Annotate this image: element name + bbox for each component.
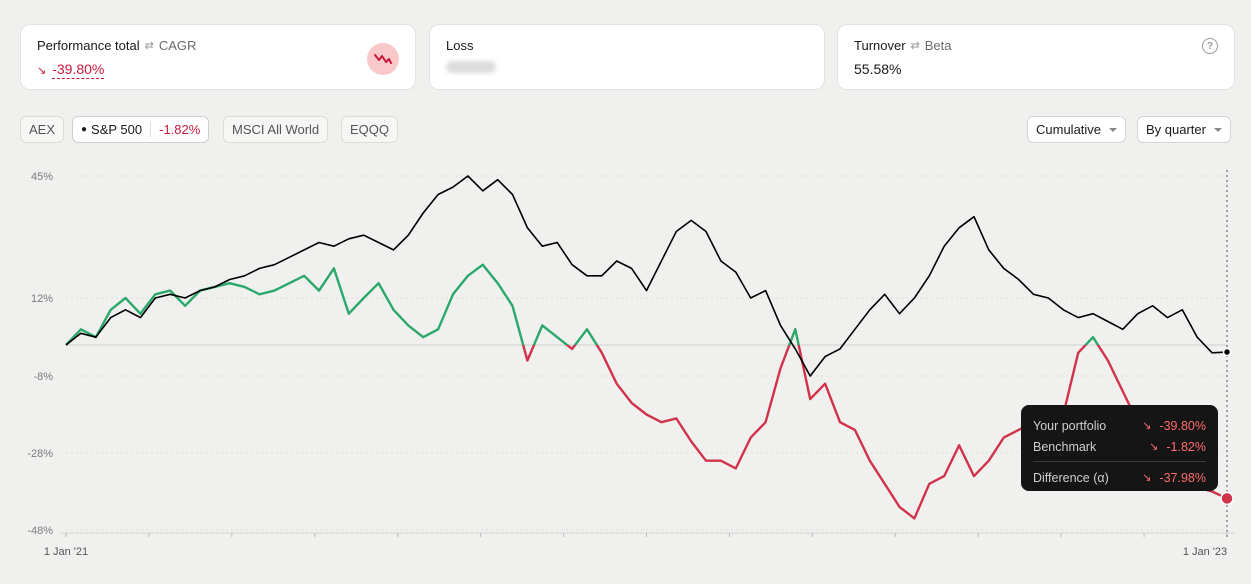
y-tick-label: -8% [33, 371, 53, 383]
tooltip-row-portfolio: Your portfolio ↘ -39.80% [1033, 415, 1206, 436]
turnover-value-row: 55.58% [854, 61, 1218, 77]
tooltip-label: Your portfolio [1033, 418, 1107, 433]
y-tick-label: 12% [31, 293, 53, 305]
chart-tooltip: Your portfolio ↘ -39.80% Benchmark ↘ -1.82… [1021, 405, 1218, 491]
y-tick-label: 45% [31, 171, 53, 183]
performance-value: -39.80% [52, 61, 105, 79]
benchmark-label: EQQQ [350, 122, 390, 137]
performance-title-row: Performance total ⇄ CAGR [37, 38, 399, 53]
down-arrow-icon: ↘ [1142, 420, 1152, 432]
period-dropdown-value: By quarter [1146, 122, 1206, 137]
swap-icon[interactable]: ⇄ [144, 40, 154, 52]
benchmark-label: MSCI All World [232, 122, 320, 137]
tooltip-divider [1033, 461, 1206, 462]
tooltip-row-difference: Difference (α) ↘ -37.98% [1033, 467, 1206, 488]
down-arrow-icon: ↘ [1142, 472, 1152, 484]
performance-alt-metric[interactable]: CAGR [158, 38, 197, 53]
active-dot-icon: ● [81, 124, 88, 135]
period-dropdown[interactable]: By quarter [1137, 116, 1231, 143]
swap-icon[interactable]: ⇄ [910, 40, 920, 52]
benchmark-chip-aex[interactable]: AEX [20, 116, 65, 143]
down-arrow-icon: ↘ [1149, 441, 1159, 453]
benchmark-end-marker [1222, 347, 1232, 357]
benchmark-label: AEX [29, 122, 56, 137]
benchmark-chip-eqqq[interactable]: EQQQ [341, 116, 399, 143]
series-line-benchmark [65, 175, 1228, 377]
turnover-value: 55.58% [854, 61, 902, 77]
y-tick-label: -28% [27, 448, 53, 460]
loss-value-blurred [446, 61, 496, 73]
x-tick-label-start: 1 Jan '21 [44, 546, 88, 558]
help-icon[interactable]: ? [1202, 38, 1218, 54]
loss-title-row: Loss [446, 38, 808, 53]
loss-value-row [446, 61, 808, 73]
benchmark-value: -1.82% [159, 122, 201, 137]
chevron-down-icon [1213, 127, 1222, 132]
turnover-card[interactable]: Turnover ⇄ Beta 55.58% ? [837, 24, 1235, 90]
mode-dropdown[interactable]: Cumulative [1027, 116, 1127, 143]
performance-title: Performance total [37, 38, 140, 53]
benchmark-chip-msci[interactable]: MSCI All World [223, 116, 329, 143]
loss-card[interactable]: Loss [429, 24, 825, 90]
chip-divider [150, 122, 152, 137]
x-tick-label-end: 1 Jan '23 [1183, 546, 1227, 558]
benchmark-label: S&P 500 [91, 122, 143, 137]
performance-card[interactable]: Performance total ⇄ CAGR ↘ -39.80% [20, 24, 416, 90]
mode-dropdown-value: Cumulative [1036, 122, 1102, 137]
tooltip-value: -1.82% [1166, 439, 1206, 454]
tooltip-value: -37.98% [1159, 470, 1206, 485]
portfolio-end-marker [1220, 491, 1234, 506]
turnover-title-row: Turnover ⇄ Beta [854, 38, 1218, 53]
tooltip-label: Benchmark [1033, 439, 1097, 454]
down-arrow-icon: ↘ [37, 64, 47, 77]
tooltip-label: Difference (α) [1033, 470, 1109, 485]
benchmark-chip-sp500[interactable]: ● S&P 500 -1.82% [72, 116, 210, 143]
chevron-down-icon [1109, 127, 1118, 132]
performance-value-row: ↘ -39.80% [37, 61, 399, 79]
falling-chart-icon [367, 43, 399, 75]
performance-chart[interactable]: 45% 12% -8% -28% -48% 1 Jan '21 1 Jan '23 [0, 160, 1251, 584]
y-tick-label: -48% [27, 525, 53, 537]
turnover-title: Turnover [854, 38, 906, 53]
tooltip-value: -39.80% [1159, 418, 1206, 433]
tooltip-row-benchmark: Benchmark ↘ -1.82% [1033, 436, 1206, 457]
turnover-alt-metric[interactable]: Beta [924, 38, 952, 53]
loss-title: Loss [446, 38, 474, 53]
